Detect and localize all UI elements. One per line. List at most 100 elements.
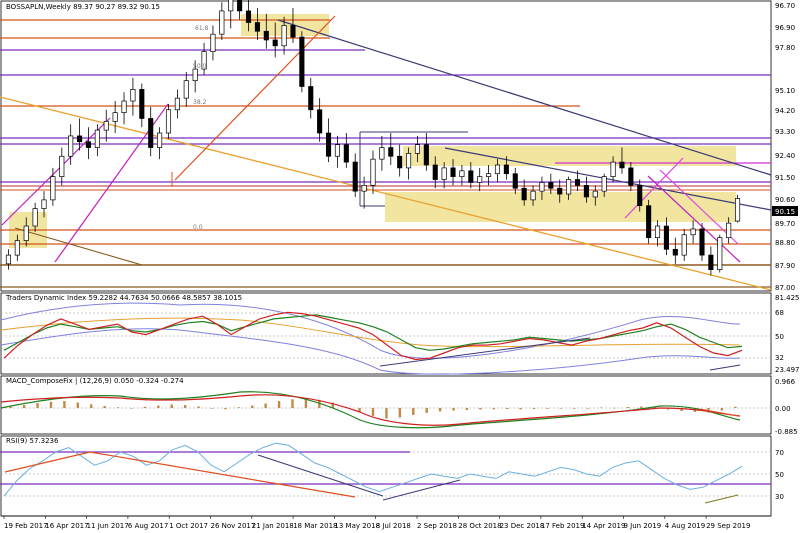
candle-body <box>14 240 20 256</box>
price-tick: 95.10 <box>775 87 795 95</box>
x-tick-label: 8 Jul 2018 <box>376 522 411 530</box>
tdi-tick: 68 <box>775 309 784 317</box>
candle-body <box>370 158 376 186</box>
candle-body <box>681 234 687 256</box>
candle-body <box>583 184 589 198</box>
x-tick-label: 17 Feb 2019 <box>541 522 585 530</box>
candle-body <box>637 184 643 207</box>
price-panel <box>0 0 772 292</box>
candle-body <box>397 155 403 169</box>
candle-body <box>699 228 705 256</box>
fib-label-618: 61.8 <box>195 25 209 32</box>
candle-body <box>735 198 741 222</box>
candle-body <box>130 89 136 102</box>
macd-bar <box>613 407 616 409</box>
macd-bar <box>371 408 375 416</box>
price-tick: 91.50 <box>775 174 795 182</box>
candle-body <box>548 182 554 189</box>
candle-body <box>690 228 696 236</box>
x-tick-label: 23 Dec 2018 <box>500 522 545 530</box>
candle-body <box>343 144 349 163</box>
macd-bar <box>465 408 469 410</box>
tdi-title: Traders Dynamic Index 59.2282 44.7634 50… <box>5 294 242 302</box>
macd-bar <box>438 408 442 412</box>
macd-bar <box>264 403 267 408</box>
x-tick-label: 29 Sep 2019 <box>706 522 750 530</box>
macd-bar <box>90 404 93 408</box>
macd-bar <box>183 405 187 408</box>
macd-bar <box>116 407 120 408</box>
macd-bar <box>492 408 495 410</box>
rsi-tick: 30 <box>775 493 784 501</box>
last-price-box <box>772 206 798 216</box>
candle-body <box>281 25 287 47</box>
fib-label-382: 38.2 <box>193 99 207 106</box>
macd-bar <box>251 405 254 408</box>
x-tick-label: 16 Apr 2017 <box>45 522 88 530</box>
candle-body <box>468 170 474 183</box>
candle-body <box>672 248 678 256</box>
chart-title: BOSSAPLN,Weekly 89.37 90.27 89.32 90.15 <box>6 3 160 11</box>
tdi-tick: 23.4971 <box>775 366 800 374</box>
macd-bar <box>36 403 39 408</box>
x-tick-label: 4 Aug 2019 <box>665 522 705 530</box>
candle-body <box>477 176 483 183</box>
price-tick: 94.20 <box>775 107 795 115</box>
macd-bar <box>573 408 576 409</box>
macd-bar <box>559 408 563 409</box>
fib-label-00: 0.0 <box>193 224 203 231</box>
macd-bar <box>425 408 428 413</box>
x-tick-label: 11 Jun 2017 <box>87 522 129 530</box>
macd-bar <box>586 408 589 409</box>
candle-body <box>174 97 180 111</box>
candle-body <box>192 68 198 82</box>
macd-bar <box>680 408 683 411</box>
candle-body <box>574 179 581 186</box>
macd-bar <box>130 408 133 409</box>
last-price-label: 90.15 <box>775 208 795 216</box>
macd-bar <box>63 401 66 408</box>
macd-bar <box>734 406 737 408</box>
macd-bar <box>667 408 670 410</box>
candle-body <box>512 173 518 189</box>
macd-bar <box>291 399 294 408</box>
candle-body <box>228 0 234 12</box>
candle-body <box>406 153 412 169</box>
candle-body <box>210 33 216 52</box>
macd-bar <box>76 402 79 408</box>
candle-body <box>352 161 358 192</box>
macd-bar <box>331 402 334 408</box>
rsi-tick: 50 <box>775 471 784 479</box>
macd-bar <box>532 408 536 409</box>
candle-body <box>432 164 438 180</box>
candle-body <box>272 39 278 47</box>
candle-body <box>646 205 652 239</box>
macd-bar <box>358 408 361 412</box>
candle-body <box>263 30 269 41</box>
candle-body <box>308 86 314 111</box>
candle-body <box>254 22 260 32</box>
x-tick-label: 18 Mar 2018 <box>293 522 337 530</box>
candle-body <box>299 36 305 87</box>
candle-body <box>157 132 163 148</box>
macd-bar <box>412 408 415 415</box>
zone-lower <box>385 192 736 222</box>
macd-title: MACD_ComposeFix | (12,26,9) 0.050 -0.324… <box>6 377 184 385</box>
candle-body <box>503 164 509 175</box>
macd-bar <box>170 404 173 408</box>
macd-bar <box>237 407 241 408</box>
macd-bar <box>546 408 549 409</box>
x-tick-label: 2 Sep 2018 <box>417 522 457 530</box>
macd-bar <box>505 408 509 409</box>
tdi-tick: 81.4257 <box>775 294 800 302</box>
price-tick: 89.70 <box>775 220 795 228</box>
x-tick-label: 1 Oct 2017 <box>169 522 208 530</box>
candle-body <box>32 208 38 227</box>
candle-body <box>5 254 11 265</box>
tdi-tick: 50 <box>775 333 784 341</box>
macd-bar <box>224 408 227 410</box>
macd-bar <box>103 406 106 408</box>
candle-body <box>654 225 661 239</box>
candle-body <box>68 135 74 157</box>
